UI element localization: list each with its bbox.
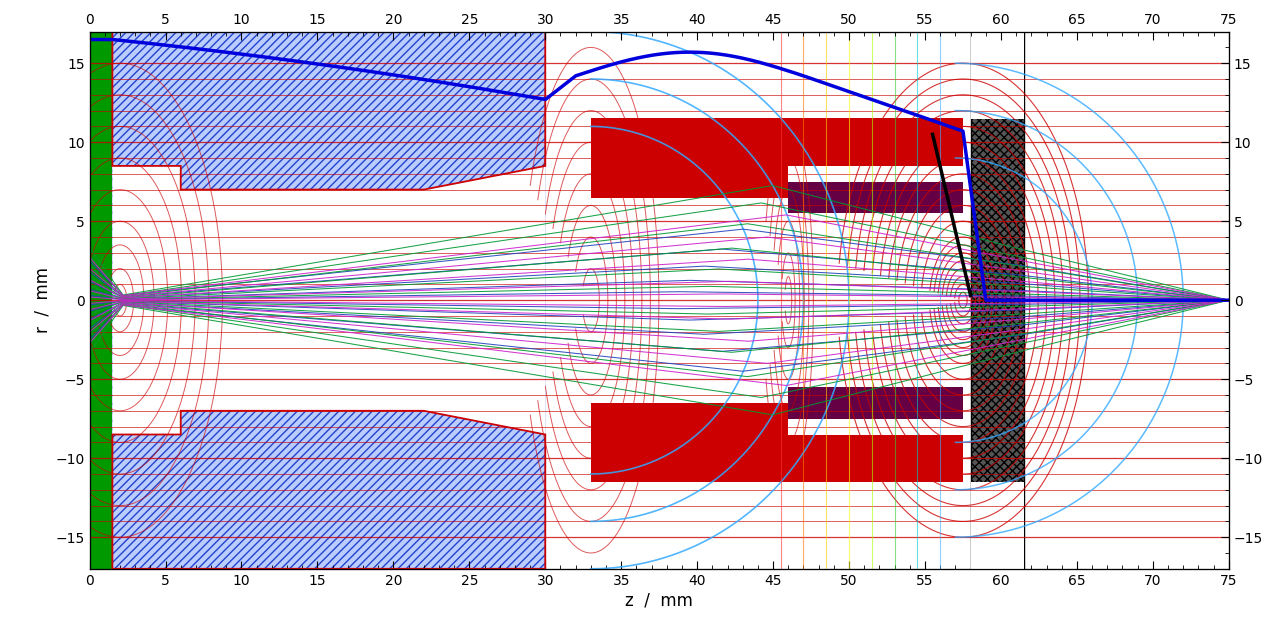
Bar [591,403,788,435]
Bar [113,32,545,300]
Bar [788,181,963,213]
Bar [591,119,963,166]
Polygon shape [113,166,545,300]
Bar [788,387,963,418]
Y-axis label: r  /  mm: r / mm [33,267,51,333]
Bar [970,32,1024,119]
Polygon shape [113,300,545,435]
Bar [970,32,1024,569]
Bar [591,435,963,482]
Bar [113,300,545,569]
Bar [591,166,788,197]
Bar [90,32,113,569]
X-axis label: z  /  mm: z / mm [625,592,694,610]
Bar [970,482,1024,569]
